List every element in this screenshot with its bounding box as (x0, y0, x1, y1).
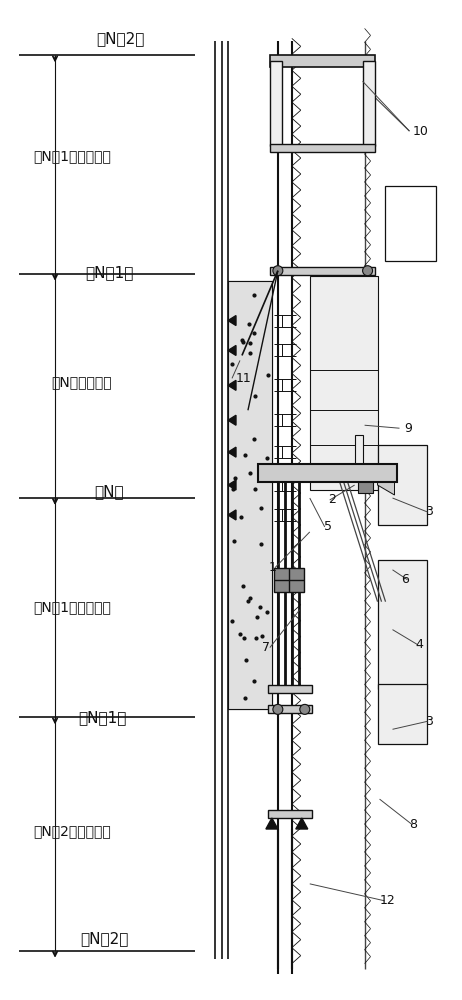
Text: 第N－2结构施工段: 第N－2结构施工段 (33, 824, 111, 838)
Circle shape (300, 704, 310, 714)
Text: 5: 5 (324, 520, 332, 533)
Bar (228, 281, 272, 709)
Bar (358, 477, 372, 493)
Polygon shape (228, 316, 236, 326)
Bar (355, 435, 363, 475)
Circle shape (363, 266, 372, 276)
Circle shape (273, 266, 283, 276)
Polygon shape (296, 818, 308, 829)
Bar (268, 705, 312, 713)
Bar (268, 810, 312, 818)
Polygon shape (266, 818, 278, 829)
Text: 11: 11 (236, 372, 251, 385)
Bar (268, 685, 312, 693)
Text: 3: 3 (425, 715, 433, 728)
Bar (384, 186, 437, 261)
Text: 10: 10 (413, 125, 429, 138)
Circle shape (273, 704, 283, 714)
Text: 6: 6 (401, 573, 409, 586)
Text: 第N层: 第N层 (94, 485, 124, 500)
Text: 3: 3 (425, 505, 433, 518)
Bar (377, 684, 427, 744)
Bar (258, 464, 397, 482)
Polygon shape (228, 447, 236, 457)
Text: 第N＋2层: 第N＋2层 (96, 31, 145, 46)
Bar (270, 144, 375, 152)
Polygon shape (377, 480, 395, 495)
Text: 8: 8 (409, 818, 417, 831)
Text: 1: 1 (268, 561, 276, 574)
Text: 4: 4 (415, 638, 423, 651)
Text: 第N－1结构施工段: 第N－1结构施工段 (33, 601, 111, 615)
Text: 第N－2层: 第N－2层 (80, 931, 128, 946)
Polygon shape (228, 380, 236, 390)
Bar (363, 61, 375, 146)
Text: 第N＋1结构施工段: 第N＋1结构施工段 (33, 149, 111, 163)
Bar (270, 267, 375, 275)
Text: 12: 12 (380, 894, 395, 907)
Polygon shape (228, 415, 236, 425)
Bar (310, 276, 377, 490)
Text: 9: 9 (404, 422, 412, 435)
Text: 第N结构施工段: 第N结构施工段 (51, 375, 112, 389)
Text: 第N＋1层: 第N＋1层 (85, 265, 133, 280)
Polygon shape (228, 510, 236, 520)
Text: 7: 7 (261, 641, 269, 654)
Bar (377, 445, 427, 525)
Bar (270, 61, 282, 146)
Bar (274, 568, 304, 592)
Bar (228, 281, 272, 709)
Bar (377, 560, 427, 689)
Bar (270, 55, 375, 67)
Text: 2: 2 (328, 493, 336, 506)
Polygon shape (228, 480, 236, 490)
Text: 第N－1层: 第N－1层 (78, 710, 126, 725)
Polygon shape (228, 345, 236, 355)
